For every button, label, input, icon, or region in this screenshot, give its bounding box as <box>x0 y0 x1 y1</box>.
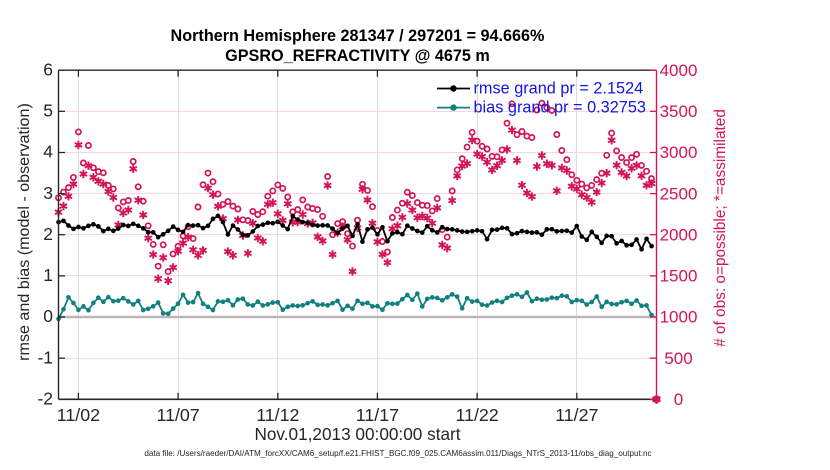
svg-text:11/12: 11/12 <box>256 405 299 425</box>
svg-text:0: 0 <box>674 390 683 409</box>
svg-text:1500: 1500 <box>660 267 698 286</box>
svg-text:2: 2 <box>43 224 53 244</box>
svg-text:-1: -1 <box>37 347 53 367</box>
svg-text:1: 1 <box>43 265 53 285</box>
svg-text:0: 0 <box>43 306 53 326</box>
svg-text:data file: /Users/raeder/DAI/A: data file: /Users/raeder/DAI/ATM_forcXX/… <box>144 449 651 458</box>
svg-text:Northern Hemisphere 281347 / 2: Northern Hemisphere 281347 / 297201 = 94… <box>171 27 545 45</box>
svg-text:4000: 4000 <box>660 61 698 80</box>
svg-text:5: 5 <box>43 101 53 121</box>
svg-text:3500: 3500 <box>660 102 698 121</box>
svg-text:rmse and bias (model - observa: rmse and bias (model - observation) <box>15 103 33 361</box>
svg-text:4: 4 <box>43 142 53 162</box>
svg-text:rmse grand pr = 2.1524: rmse grand pr = 2.1524 <box>474 80 644 98</box>
svg-text:3: 3 <box>43 183 53 203</box>
svg-text:500: 500 <box>664 349 692 368</box>
svg-text:11/27: 11/27 <box>555 405 598 425</box>
svg-text:11/22: 11/22 <box>456 405 499 425</box>
svg-text:11/07: 11/07 <box>157 405 200 425</box>
svg-text:2500: 2500 <box>660 184 698 203</box>
svg-text:1000: 1000 <box>660 308 698 327</box>
svg-text:6: 6 <box>43 59 53 79</box>
svg-text:GPSRO_REFRACTIVITY @ 4675 m: GPSRO_REFRACTIVITY @ 4675 m <box>225 47 490 65</box>
svg-text:# of obs: o=possible; *=assimi: # of obs: o=possible; *=assimilated <box>712 109 729 347</box>
svg-text:11/17: 11/17 <box>356 405 399 425</box>
svg-text:-2: -2 <box>37 389 53 409</box>
svg-text:Nov.01,2013 00:00:00 start: Nov.01,2013 00:00:00 start <box>254 424 460 444</box>
svg-text:11/02: 11/02 <box>57 405 100 425</box>
svg-text:2000: 2000 <box>660 225 698 244</box>
svg-text:bias grand pr = 0.32753: bias grand pr = 0.32753 <box>474 99 646 117</box>
svg-text:3000: 3000 <box>660 143 698 162</box>
